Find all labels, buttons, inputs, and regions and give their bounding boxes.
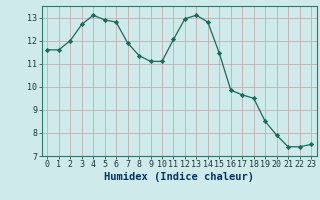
X-axis label: Humidex (Indice chaleur): Humidex (Indice chaleur): [104, 172, 254, 182]
